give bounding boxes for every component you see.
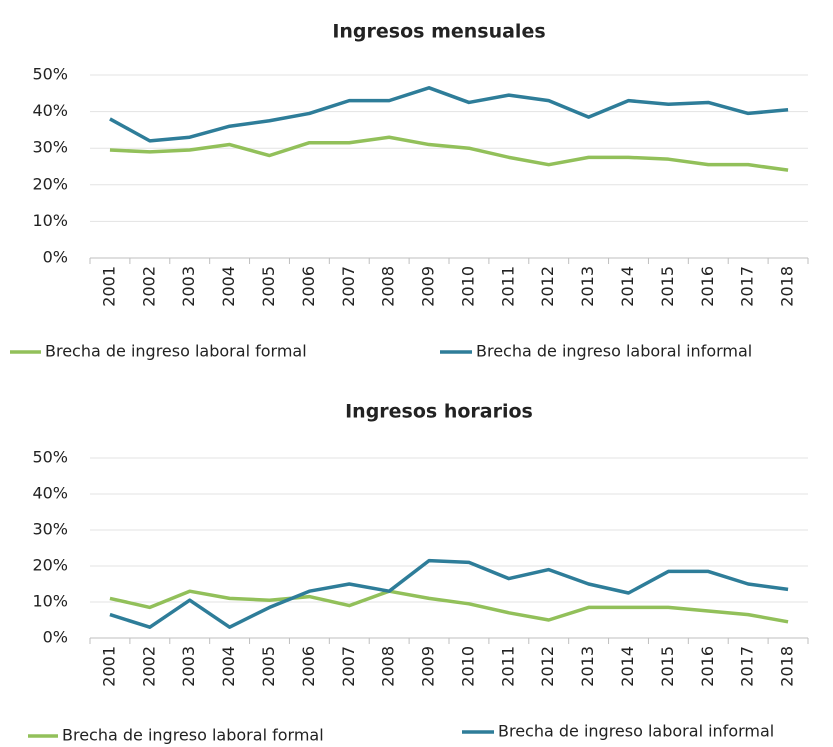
x-tick-label: 2012: [538, 646, 557, 687]
x-tick-label: 2017: [738, 266, 757, 307]
x-tick-label: 2003: [179, 266, 198, 307]
x-tick-label: 2002: [139, 646, 158, 687]
x-tick-label: 2009: [419, 646, 438, 687]
chart-title: Ingresos mensuales: [332, 21, 545, 43]
series-line: [109, 558, 789, 629]
y-tick-label: 50%: [32, 65, 68, 84]
series-line: [109, 135, 789, 172]
x-tick-label: 2010: [458, 646, 477, 687]
x-tick-label: 2005: [259, 266, 278, 307]
y-tick-label: 10%: [32, 592, 68, 611]
x-tick-label: 2018: [778, 266, 797, 307]
y-tick-label: 30%: [32, 138, 68, 157]
x-tick-label: 2013: [578, 266, 597, 307]
y-tick-label: 20%: [32, 174, 68, 193]
x-tick-label: 2007: [339, 646, 358, 687]
x-tick-label: 2007: [339, 266, 358, 307]
x-tick-label: 2018: [778, 646, 797, 687]
x-tick-label: 2015: [658, 646, 677, 687]
y-tick-label: 40%: [32, 484, 68, 503]
x-tick-label: 2008: [379, 266, 398, 307]
x-tick-label: 2004: [219, 266, 238, 307]
y-tick-label: 0%: [43, 628, 68, 647]
x-tick-label: 2014: [618, 646, 637, 687]
x-tick-label: 2017: [738, 646, 757, 687]
x-tick-label: 2001: [99, 646, 118, 687]
x-tick-label: 2011: [498, 266, 517, 307]
x-tick-label: 2012: [538, 266, 557, 307]
x-tick-label: 2003: [179, 646, 198, 687]
y-tick-label: 50%: [32, 448, 68, 467]
legend-label: Brecha de ingreso laboral formal: [62, 726, 324, 745]
x-tick-label: 2016: [698, 646, 717, 687]
x-tick-label: 2013: [578, 646, 597, 687]
x-tick-label: 2008: [379, 646, 398, 687]
x-tick-label: 2001: [99, 266, 118, 307]
y-tick-label: 20%: [32, 556, 68, 575]
legend-label: Brecha de ingreso laboral formal: [45, 342, 307, 361]
series-line: [109, 86, 789, 143]
legend-label: Brecha de ingreso laboral informal: [498, 722, 774, 741]
y-tick-label: 10%: [32, 211, 68, 230]
x-tick-label: 2009: [419, 266, 438, 307]
series-line: [109, 589, 789, 624]
x-tick-label: 2015: [658, 266, 677, 307]
chart-title: Ingresos horarios: [345, 401, 533, 423]
x-tick-label: 2014: [618, 266, 637, 307]
x-tick-label: 2005: [259, 646, 278, 687]
x-tick-label: 2010: [458, 266, 477, 307]
x-tick-label: 2011: [498, 646, 517, 687]
x-tick-label: 2004: [219, 646, 238, 687]
x-tick-label: 2016: [698, 266, 717, 307]
x-tick-label: 2006: [299, 266, 318, 307]
x-tick-label: 2002: [139, 266, 158, 307]
y-tick-label: 0%: [43, 248, 68, 267]
y-tick-label: 30%: [32, 520, 68, 539]
legend-label: Brecha de ingreso laboral informal: [476, 342, 752, 361]
x-tick-label: 2006: [299, 646, 318, 687]
y-tick-label: 40%: [32, 101, 68, 120]
